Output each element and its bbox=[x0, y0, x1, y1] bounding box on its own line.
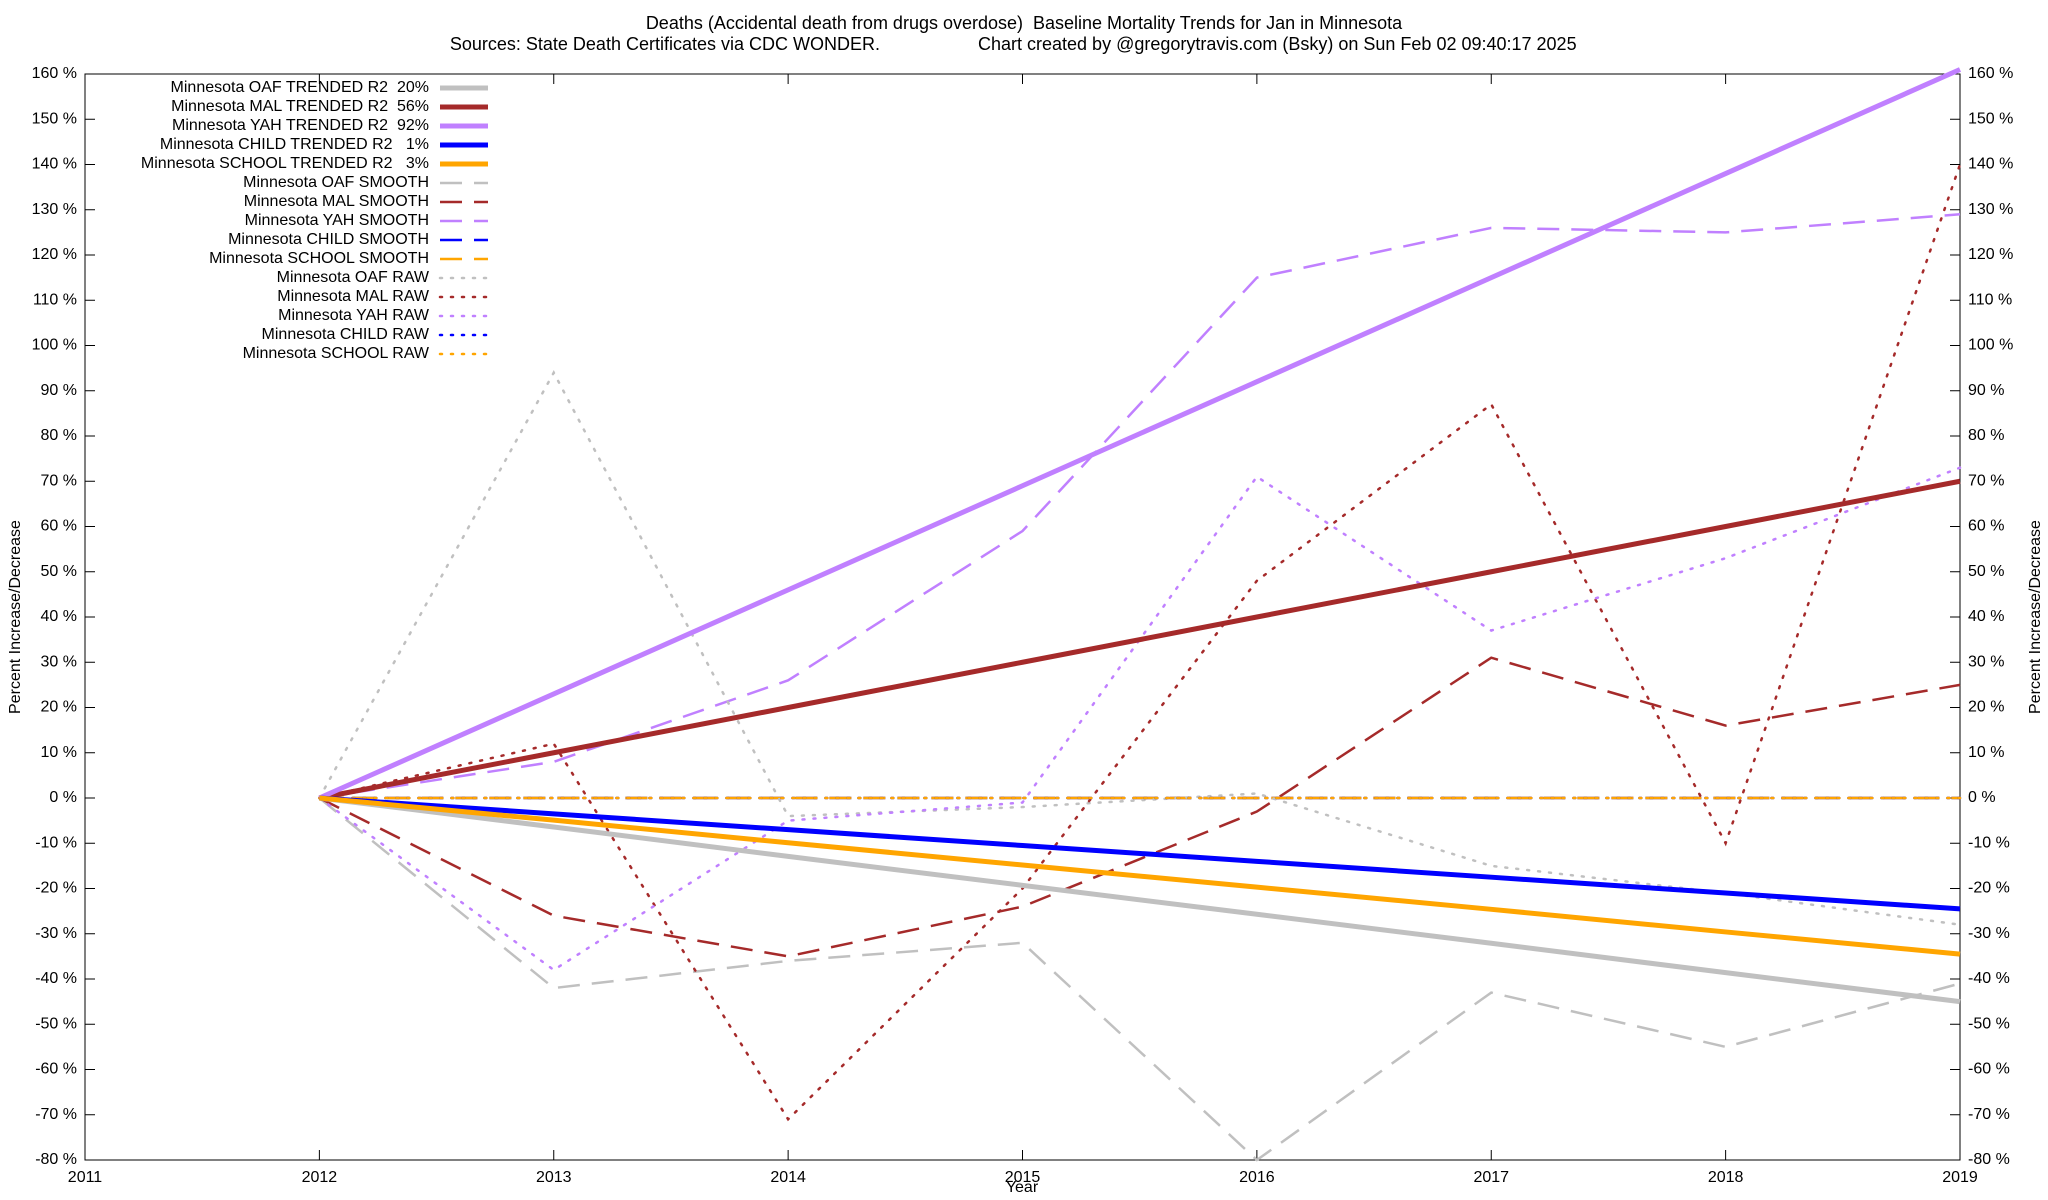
legend-label: Minnesota YAH RAW bbox=[278, 307, 430, 324]
legend-label: Minnesota YAH TRENDED R2 92% bbox=[172, 117, 429, 134]
y-tick-label: 20 % bbox=[41, 699, 77, 716]
y2-tick-label: 150 % bbox=[1968, 110, 2013, 127]
x-tick-label: 2013 bbox=[536, 1169, 572, 1186]
x-tick-label: 2018 bbox=[1708, 1169, 1744, 1186]
y2-tick-label: 50 % bbox=[1968, 563, 2004, 580]
y2-axis-label: Percent Increase/Decrease bbox=[2027, 520, 2044, 714]
y2-tick-label: 10 % bbox=[1968, 744, 2004, 761]
y-tick-label: -70 % bbox=[35, 1106, 77, 1123]
y2-tick-label: -60 % bbox=[1968, 1061, 2010, 1078]
x-tick-label: 2014 bbox=[770, 1169, 806, 1186]
y-tick-label: -40 % bbox=[35, 970, 77, 987]
series-line bbox=[319, 795, 1961, 912]
series-line bbox=[318, 797, 1961, 1162]
y2-tick-label: -30 % bbox=[1968, 925, 2010, 942]
y-tick-label: -50 % bbox=[35, 1015, 77, 1032]
y2-tick-label: -20 % bbox=[1968, 880, 2010, 897]
legend-label: Minnesota SCHOOL TRENDED R2 3% bbox=[141, 155, 429, 172]
y2-tick-label: 130 % bbox=[1968, 201, 2013, 218]
y2-tick-label: 20 % bbox=[1968, 699, 2004, 716]
series-line bbox=[318, 656, 1961, 958]
y2-tick-label: 90 % bbox=[1968, 382, 2004, 399]
y-tick-label: 80 % bbox=[41, 427, 77, 444]
y-axis-label: Percent Increase/Decrease bbox=[7, 520, 24, 714]
y-tick-label: 110 % bbox=[33, 291, 77, 308]
y-tick-label: -80 % bbox=[35, 1151, 77, 1168]
legend-label: Minnesota SCHOOL SMOOTH bbox=[209, 250, 429, 267]
x-tick-label: 2011 bbox=[68, 1169, 103, 1186]
legend-label: Minnesota MAL SMOOTH bbox=[244, 193, 429, 210]
y-tick-label: 140 % bbox=[32, 156, 77, 173]
legend-label: Minnesota CHILD TRENDED R2 1% bbox=[160, 136, 429, 153]
legend-label: Minnesota CHILD SMOOTH bbox=[228, 231, 429, 248]
y-tick-label: -20 % bbox=[35, 880, 77, 897]
y-tick-label: 10 % bbox=[41, 744, 77, 761]
x-tick-label: 2012 bbox=[302, 1169, 338, 1186]
chart-credit: Chart created by @gregorytravis.com (Bsk… bbox=[978, 34, 1577, 54]
y-tick-label: -10 % bbox=[35, 834, 77, 851]
y-tick-label: 0 % bbox=[49, 789, 77, 806]
y-tick-label: 70 % bbox=[41, 472, 77, 489]
y2-tick-label: 70 % bbox=[1968, 472, 2004, 489]
y-tick-label: -60 % bbox=[35, 1061, 77, 1078]
y2-tick-label: 160 % bbox=[1968, 65, 2013, 82]
y2-tick-label: 100 % bbox=[1968, 337, 2013, 354]
x-axis-label: Year bbox=[1006, 1179, 1039, 1196]
legend-label: Minnesota YAH SMOOTH bbox=[245, 212, 429, 229]
x-tick-label: 2019 bbox=[1942, 1169, 1978, 1186]
y2-tick-label: -70 % bbox=[1968, 1106, 2010, 1123]
y2-tick-label: -10 % bbox=[1968, 834, 2010, 851]
y-tick-label: 50 % bbox=[41, 563, 77, 580]
y2-tick-label: 140 % bbox=[1968, 156, 2013, 173]
y2-tick-label: -40 % bbox=[1968, 970, 2010, 987]
y2-tick-label: 120 % bbox=[1968, 246, 2013, 263]
legend-label: Minnesota OAF TRENDED R2 20% bbox=[171, 79, 429, 96]
legend-label: Minnesota MAL TRENDED R2 56% bbox=[171, 98, 429, 115]
y2-tick-label: 0 % bbox=[1968, 789, 1996, 806]
x-tick-label: 2016 bbox=[1239, 1169, 1275, 1186]
series-line bbox=[318, 370, 1962, 926]
y2-tick-label: 80 % bbox=[1968, 427, 2004, 444]
legend-label: Minnesota CHILD RAW bbox=[262, 326, 430, 343]
y-tick-label: 60 % bbox=[41, 518, 77, 535]
y-tick-label: -30 % bbox=[35, 925, 77, 942]
y-tick-label: 100 % bbox=[32, 337, 77, 354]
y2-tick-label: -80 % bbox=[1968, 1151, 2010, 1168]
chart-subtitle: Sources: State Death Certificates via CD… bbox=[450, 34, 880, 54]
y-tick-label: 40 % bbox=[41, 608, 77, 625]
y-tick-label: 30 % bbox=[41, 653, 77, 670]
y2-tick-label: 40 % bbox=[1968, 608, 2004, 625]
x-tick-label: 2015 bbox=[1005, 1169, 1041, 1186]
series-line bbox=[319, 213, 1961, 800]
series-line bbox=[318, 478, 1961, 801]
x-tick-label: 2017 bbox=[1473, 1169, 1509, 1186]
y2-tick-label: 60 % bbox=[1968, 518, 2004, 535]
y-tick-label: 160 % bbox=[32, 65, 77, 82]
y2-tick-label: 110 % bbox=[1968, 291, 2012, 308]
chart-title: Deaths (Accidental death from drugs over… bbox=[646, 13, 1403, 33]
series-line bbox=[318, 67, 1962, 801]
series-line bbox=[319, 795, 1961, 957]
y2-tick-label: -50 % bbox=[1968, 1015, 2010, 1032]
legend-label: Minnesota OAF SMOOTH bbox=[243, 174, 429, 191]
legend-label: Minnesota SCHOOL RAW bbox=[243, 345, 430, 362]
legend-label: Minnesota OAF RAW bbox=[277, 269, 430, 286]
legend-label: Minnesota MAL RAW bbox=[277, 288, 430, 305]
y-tick-label: 120 % bbox=[32, 246, 77, 263]
y2-tick-label: 30 % bbox=[1968, 653, 2004, 670]
y-tick-label: 130 % bbox=[32, 201, 77, 218]
y-tick-label: 150 % bbox=[32, 110, 77, 127]
series-line bbox=[319, 795, 1961, 1005]
y-tick-label: 90 % bbox=[41, 382, 77, 399]
